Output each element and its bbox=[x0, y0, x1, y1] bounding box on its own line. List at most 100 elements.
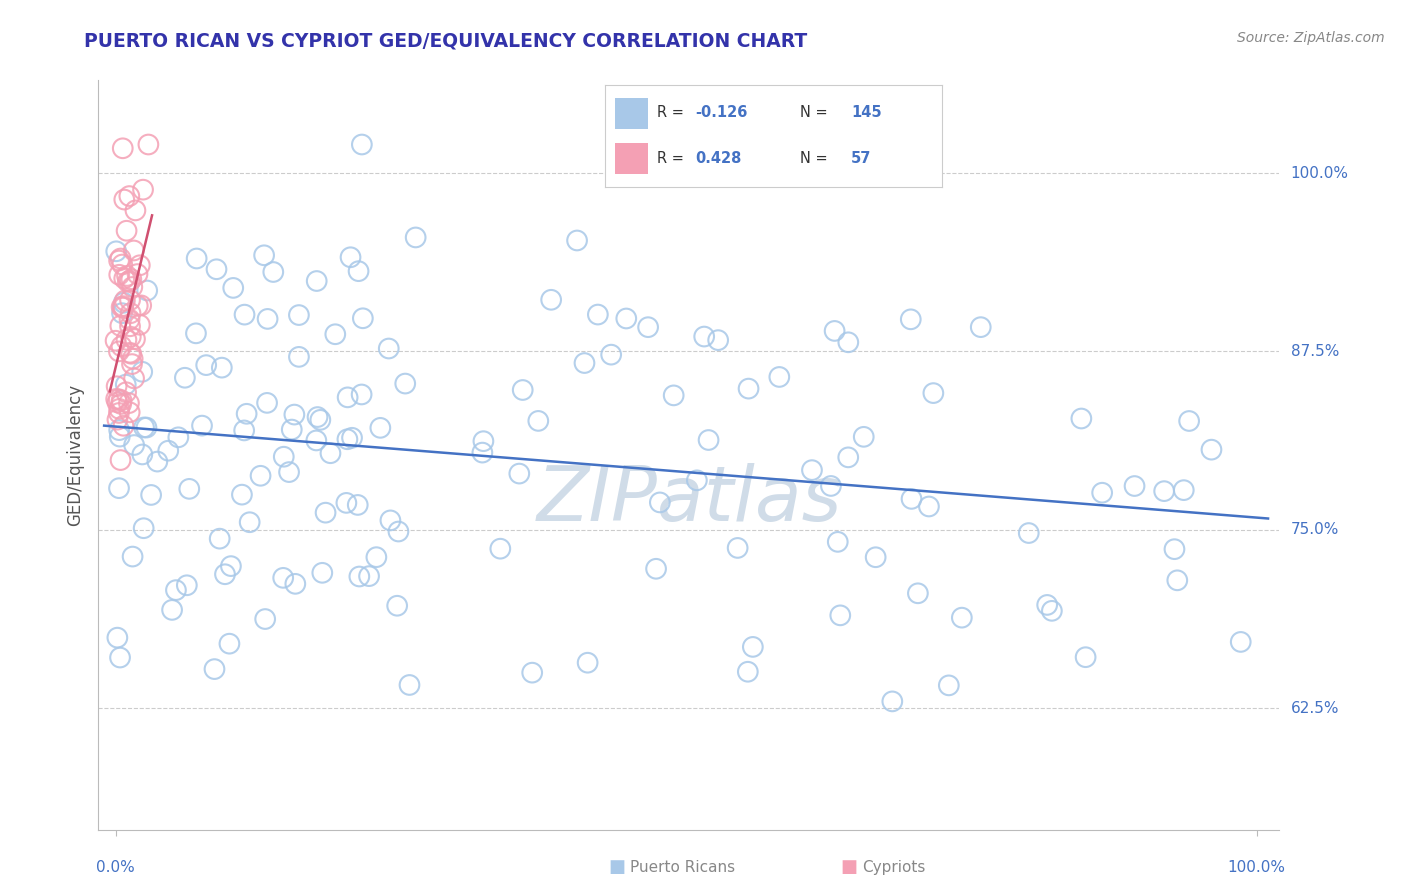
Point bbox=[707, 333, 730, 347]
Point bbox=[132, 183, 155, 197]
Point bbox=[335, 496, 357, 510]
Point bbox=[105, 244, 128, 259]
Point bbox=[105, 395, 128, 409]
Point bbox=[112, 418, 135, 433]
Point bbox=[110, 300, 132, 314]
Point bbox=[165, 583, 187, 598]
Point bbox=[352, 311, 374, 326]
Point bbox=[1173, 483, 1195, 497]
Point bbox=[574, 356, 596, 370]
Point bbox=[233, 424, 256, 438]
Point bbox=[284, 577, 307, 591]
Point bbox=[122, 438, 145, 452]
Point bbox=[801, 463, 824, 477]
Point bbox=[108, 401, 131, 416]
Point bbox=[394, 376, 416, 391]
Point bbox=[121, 549, 143, 564]
Point bbox=[127, 267, 149, 281]
Point bbox=[249, 468, 271, 483]
Point bbox=[118, 189, 141, 203]
Point bbox=[283, 408, 305, 422]
Point bbox=[1070, 411, 1092, 425]
Point bbox=[128, 318, 150, 332]
Text: ■: ■ bbox=[609, 858, 626, 876]
Point bbox=[222, 281, 245, 295]
Point bbox=[686, 473, 709, 487]
Point bbox=[118, 274, 141, 288]
Point bbox=[907, 586, 929, 600]
Point bbox=[256, 312, 278, 326]
Point bbox=[122, 371, 145, 385]
Point bbox=[281, 423, 304, 437]
Point bbox=[120, 347, 142, 361]
Point bbox=[820, 479, 842, 493]
Point bbox=[214, 567, 236, 582]
Point bbox=[357, 569, 380, 583]
Point bbox=[837, 335, 859, 350]
Point bbox=[132, 420, 155, 434]
Text: 57: 57 bbox=[851, 151, 872, 166]
Point bbox=[339, 250, 361, 264]
Point bbox=[336, 432, 359, 446]
Point bbox=[1091, 485, 1114, 500]
Point bbox=[108, 429, 131, 443]
Point bbox=[110, 397, 132, 411]
Point bbox=[186, 252, 208, 266]
Point bbox=[278, 465, 301, 479]
Point bbox=[205, 262, 228, 277]
Point bbox=[1123, 479, 1146, 493]
Point bbox=[112, 193, 135, 207]
Point bbox=[128, 258, 150, 272]
Point bbox=[385, 599, 408, 613]
Text: PUERTO RICAN VS CYPRIOT GED/EQUIVALENCY CORRELATION CHART: PUERTO RICAN VS CYPRIOT GED/EQUIVALENCY … bbox=[84, 31, 807, 50]
Point bbox=[637, 320, 659, 334]
Point bbox=[115, 224, 138, 238]
Point bbox=[614, 311, 637, 326]
Point bbox=[218, 637, 240, 651]
Point bbox=[346, 498, 368, 512]
Point bbox=[586, 308, 609, 322]
Text: 0.0%: 0.0% bbox=[96, 860, 135, 875]
Point bbox=[121, 351, 143, 366]
Point bbox=[1074, 650, 1097, 665]
Point bbox=[347, 264, 370, 278]
Point bbox=[305, 274, 328, 288]
Point bbox=[852, 430, 875, 444]
Point bbox=[191, 418, 214, 433]
Point bbox=[110, 252, 132, 266]
Point bbox=[662, 388, 685, 402]
Point bbox=[173, 370, 195, 384]
Point bbox=[129, 298, 152, 312]
Point bbox=[108, 406, 131, 420]
Point bbox=[160, 603, 183, 617]
Point bbox=[737, 665, 759, 679]
Point bbox=[900, 491, 922, 506]
Point bbox=[1040, 604, 1063, 618]
Point bbox=[118, 312, 141, 326]
Point bbox=[110, 318, 132, 333]
Point bbox=[970, 320, 993, 334]
Point bbox=[508, 467, 530, 481]
Point bbox=[1018, 526, 1040, 541]
Point bbox=[512, 383, 534, 397]
Point bbox=[108, 253, 131, 268]
Point bbox=[472, 434, 495, 449]
Bar bbox=[614, 98, 648, 128]
Point bbox=[204, 662, 226, 676]
Point bbox=[527, 414, 550, 428]
Point bbox=[111, 258, 134, 272]
Point bbox=[309, 413, 332, 427]
Point bbox=[398, 678, 420, 692]
Point bbox=[1163, 542, 1185, 557]
Point bbox=[105, 392, 128, 406]
Text: R =: R = bbox=[657, 151, 689, 166]
Point bbox=[120, 306, 142, 320]
Point bbox=[576, 656, 599, 670]
Point bbox=[1178, 414, 1201, 428]
Point bbox=[132, 521, 155, 535]
Point bbox=[307, 410, 329, 425]
Point bbox=[167, 430, 190, 444]
Point bbox=[311, 566, 333, 580]
Point bbox=[378, 342, 401, 356]
Point bbox=[107, 392, 129, 407]
